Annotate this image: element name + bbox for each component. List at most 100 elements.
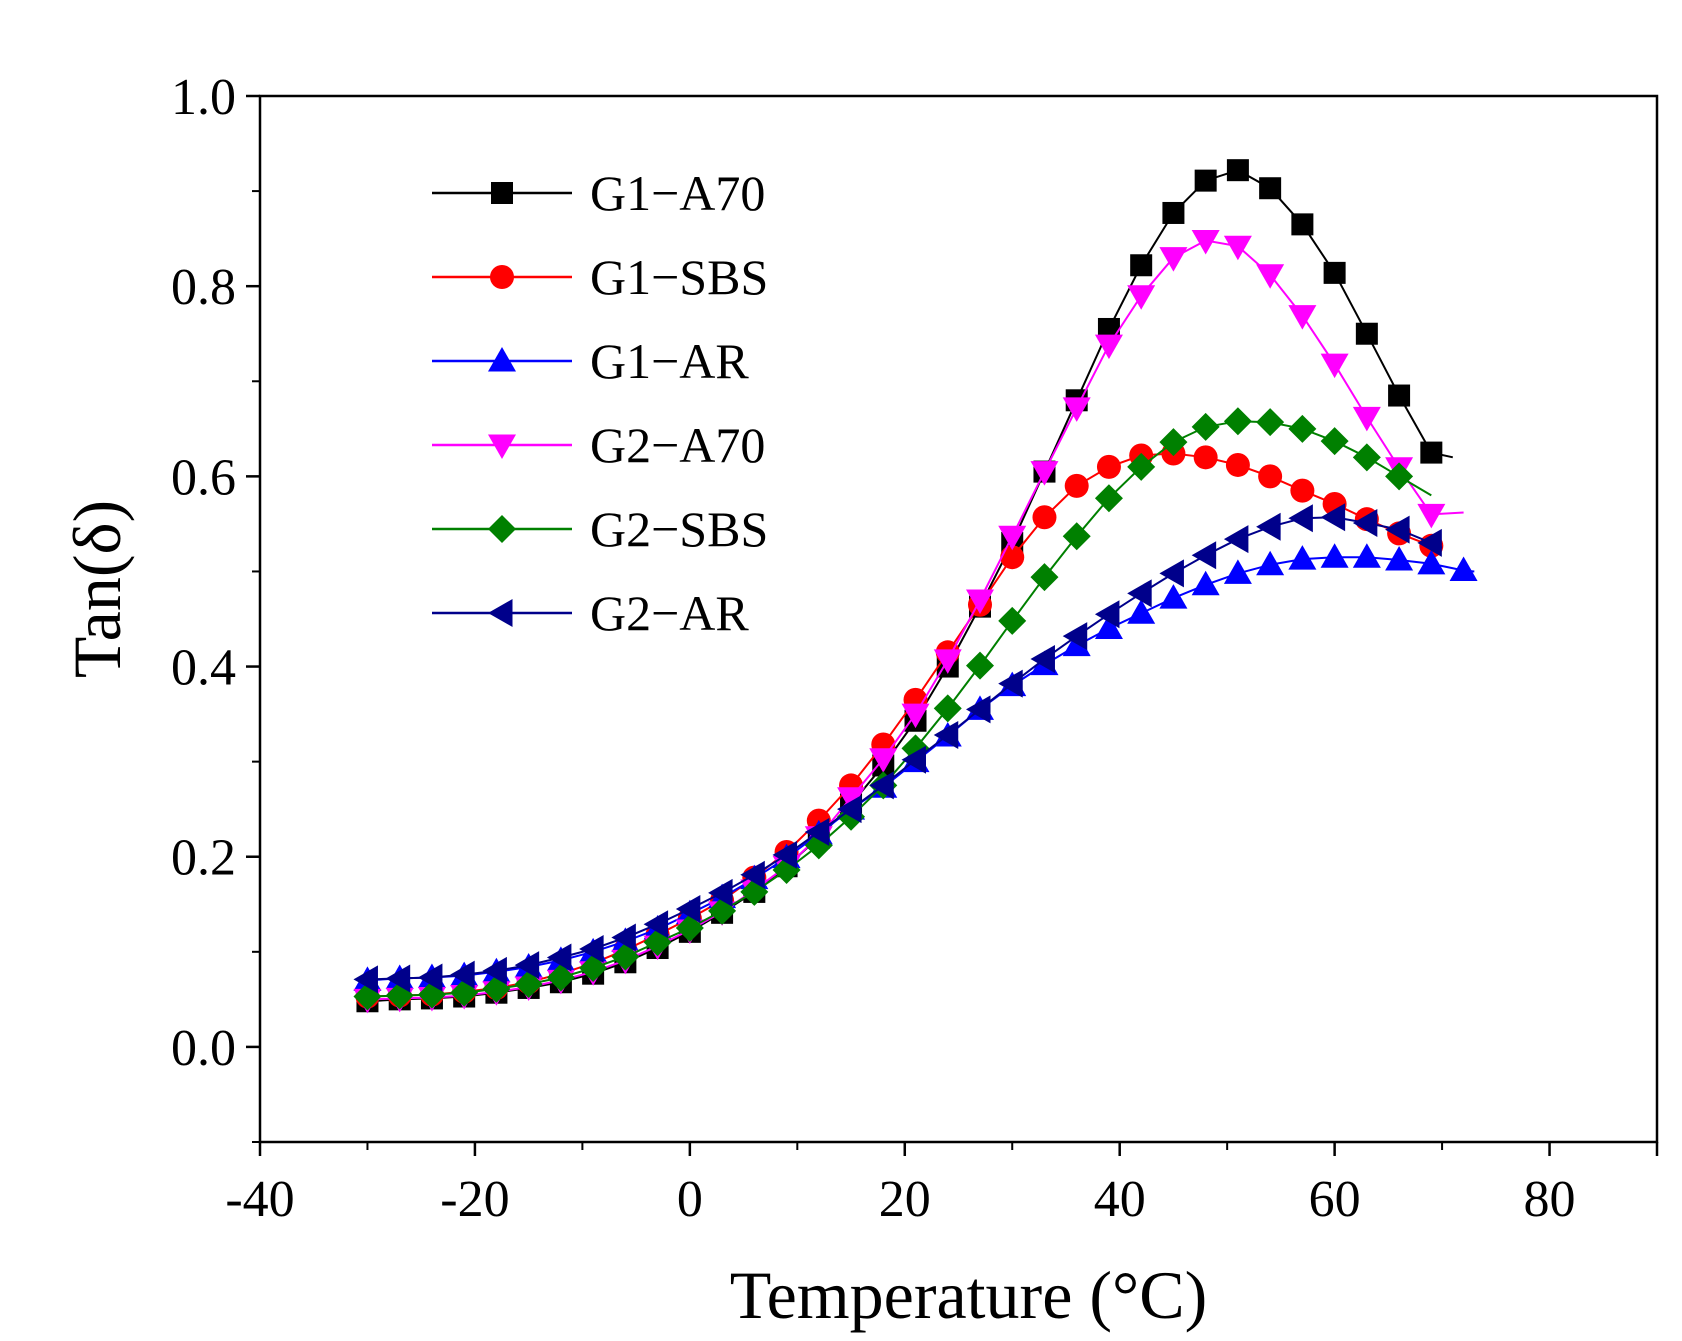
legend-entry: G2−A70 [432,417,765,473]
data-point [1159,559,1184,588]
x-tick-label: 80 [1524,1171,1576,1228]
data-point [1094,484,1123,513]
legend-marker [491,182,513,204]
data-point [998,669,1023,698]
data-point [1320,543,1349,568]
data-point [1291,213,1314,236]
legend-entry: G1−A70 [432,165,765,221]
data-point [837,787,866,812]
data-point [1256,408,1285,437]
data-point [1256,550,1285,576]
data-point [1223,559,1252,584]
data-point [1030,644,1055,673]
x-axis-title: Temperature (°C) [730,1257,1207,1333]
data-point [1032,505,1057,530]
legend-entry: G2−SBS [432,501,768,557]
data-point [1030,563,1059,592]
data-point [1355,322,1378,345]
legend: G1−A70 G1−SBS G1−AR G2−A70 G2−SBS G2−AR [432,165,768,641]
data-point [579,934,604,963]
data-point [1094,334,1123,360]
data-point [1417,528,1442,557]
data-point [1352,406,1381,432]
data-point [1385,546,1414,571]
data-point [1062,397,1091,422]
data-point [837,795,862,824]
data-point [901,703,930,729]
data-point [579,953,608,982]
legend-entry: G1−SBS [432,249,768,305]
data-point [1420,441,1443,464]
data-point [1323,261,1346,284]
data-point [417,963,443,992]
data-point [1256,264,1285,289]
data-point [1130,254,1153,277]
legend-label: G1−SBS [590,249,768,305]
data-point [546,963,575,992]
data-point [965,589,994,614]
series-line [367,420,1432,998]
legend-entry: G1−AR [432,333,749,389]
x-tick-label: -40 [225,1171,294,1228]
data-point [1062,522,1091,551]
legend-label: G1−AR [590,333,749,389]
data-point [1226,159,1249,182]
legend-marker [490,265,514,289]
x-tick-label: 60 [1309,1171,1361,1228]
data-point [1191,230,1220,255]
legend-label: G2−A70 [590,417,765,473]
data-point [1417,549,1446,575]
y-axis-title: Tan(δ) [59,500,135,678]
data-point [385,964,411,993]
data-point [1127,452,1156,481]
data-point [1320,503,1346,532]
data-point [1225,452,1250,477]
x-tick-label: 0 [677,1171,703,1228]
data-point [1159,247,1188,272]
data-point [1256,512,1281,541]
data-point [998,525,1027,551]
data-point [1388,384,1411,407]
data-point [1096,454,1121,479]
data-point [1030,461,1059,486]
data-point [1127,599,1156,624]
data-point [1320,427,1349,456]
data-point [1094,614,1123,640]
data-point [1159,428,1188,457]
legend-label: G2−AR [590,585,749,641]
data-point [643,910,669,939]
data-point [514,970,543,999]
data-point [965,651,994,680]
data-point [1094,600,1120,629]
data-point [675,914,704,943]
legend-label: G2−SBS [590,501,768,557]
data-point [708,878,733,907]
data-point [675,895,701,924]
legend-entry: G2−AR [432,585,749,641]
data-point [1385,515,1410,544]
data-point [1159,584,1188,609]
data-point [1320,353,1349,379]
y-tick-label: 1.0 [171,69,236,126]
data-point [1097,317,1120,340]
data-point [482,956,507,985]
legend-marker [488,515,516,543]
series-5 [353,503,1443,994]
data-point [1193,445,1218,470]
data-point [1288,305,1317,330]
data-point [965,695,991,724]
data-point [1191,541,1217,570]
data-point [611,923,636,952]
data-point [1259,177,1282,200]
data-point [1352,443,1381,472]
data-point [1127,285,1156,310]
legend-label: G1−A70 [590,165,765,221]
data-point [514,951,540,980]
data-point [611,942,640,971]
data-point [546,943,572,972]
legend-marker [488,347,516,372]
series-line [367,452,1432,998]
data-point [998,606,1027,635]
data-point [1417,503,1446,529]
